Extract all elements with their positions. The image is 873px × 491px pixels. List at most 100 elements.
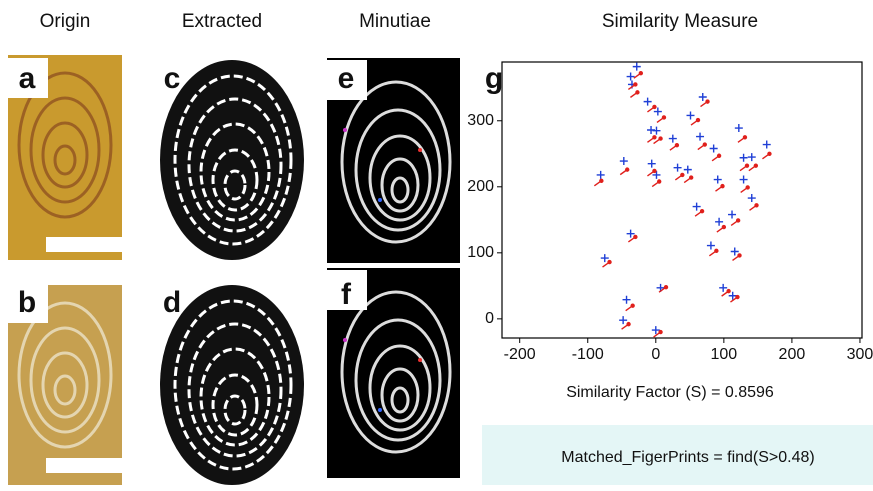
extracted-image-c xyxy=(160,60,304,260)
point-arrow xyxy=(748,163,759,172)
panel-label: d xyxy=(163,286,181,319)
point-cross xyxy=(600,254,609,263)
point-cross xyxy=(686,111,695,120)
header: Minutiae xyxy=(359,11,431,32)
point-cross xyxy=(653,107,662,116)
point-arrow xyxy=(694,209,705,217)
point-arrow xyxy=(697,142,707,151)
panel-label: g xyxy=(485,62,503,95)
plot-frame xyxy=(501,61,863,339)
point-cross xyxy=(747,194,756,203)
point-arrow xyxy=(700,99,710,108)
point-arrow xyxy=(656,115,667,124)
point-arrow xyxy=(647,135,657,143)
x-tick-label: 200 xyxy=(779,346,806,363)
point-cross xyxy=(692,202,701,211)
point-arrow xyxy=(711,153,722,162)
point-arrow xyxy=(739,163,750,172)
point-cross xyxy=(728,291,737,300)
point-arrow xyxy=(627,234,638,243)
point-arrow xyxy=(721,288,731,297)
point-cross xyxy=(739,153,748,162)
point-cross xyxy=(619,157,628,166)
point-cross xyxy=(651,326,660,335)
point-arrow xyxy=(737,135,748,143)
y-tick-label: 0 xyxy=(485,310,494,327)
point-arrow xyxy=(602,259,612,268)
point-cross xyxy=(622,295,631,304)
point-arrow xyxy=(683,175,694,184)
point-arrow xyxy=(730,218,741,227)
point-arrow xyxy=(658,285,669,293)
point-cross xyxy=(626,72,635,81)
point-arrow xyxy=(732,253,742,262)
point-arrow xyxy=(647,104,657,113)
point-cross xyxy=(719,283,728,292)
point-cross xyxy=(632,62,641,71)
point-cross xyxy=(728,210,737,219)
point-cross xyxy=(739,175,748,184)
point-arrow xyxy=(651,179,662,188)
point-cross xyxy=(730,247,739,256)
annotation: Similarity Factor (S) = 0.8596 xyxy=(566,384,774,401)
panel-label: f xyxy=(341,278,352,311)
code-text: Matched_FigerPrints = find(S>0.48) xyxy=(561,449,814,466)
x-tick-label: -100 xyxy=(572,346,604,363)
header: Origin xyxy=(40,11,91,32)
point-cross xyxy=(706,241,715,250)
code-box xyxy=(482,425,873,485)
point-arrow xyxy=(715,184,725,192)
point-cross xyxy=(626,229,635,238)
point-cross xyxy=(643,97,652,106)
point-cross xyxy=(762,140,771,149)
point-cross xyxy=(673,163,682,172)
panel-label: b xyxy=(18,286,36,319)
point-cross xyxy=(652,126,661,135)
y-tick-label: 300 xyxy=(467,112,494,129)
point-arrow xyxy=(653,136,663,145)
extracted-image-d xyxy=(160,285,304,485)
point-arrow xyxy=(647,168,657,177)
point-cross xyxy=(668,134,677,143)
point-arrow xyxy=(630,90,640,98)
x-tick-label: 0 xyxy=(651,346,660,363)
point-arrow xyxy=(625,303,635,312)
point-arrow xyxy=(690,117,701,126)
point-cross xyxy=(715,217,724,226)
panel-label: c xyxy=(164,62,181,95)
y-tick-label: 100 xyxy=(467,244,494,261)
point-arrow xyxy=(619,167,630,176)
point-cross xyxy=(709,144,718,153)
point-arrow xyxy=(633,71,644,79)
point-arrow xyxy=(749,203,759,211)
point-cross xyxy=(734,124,743,133)
point-arrow xyxy=(762,151,772,160)
point-arrow xyxy=(740,185,750,194)
point-cross xyxy=(619,316,628,325)
x-tick-label: 300 xyxy=(847,346,873,363)
point-cross xyxy=(683,165,692,174)
point-arrow xyxy=(708,248,719,257)
header: Similarity Measure xyxy=(602,11,758,32)
point-arrow xyxy=(669,143,680,151)
panel-label: e xyxy=(338,62,355,95)
y-tick-label: 200 xyxy=(467,178,494,195)
panel-label: a xyxy=(19,62,36,95)
x-tick-label: -200 xyxy=(504,346,536,363)
point-arrow xyxy=(653,329,663,338)
point-cross xyxy=(647,159,656,168)
point-arrow xyxy=(593,178,604,187)
point-cross xyxy=(652,170,661,179)
point-arrow xyxy=(716,224,727,233)
point-arrow xyxy=(627,82,638,91)
x-tick-label: 100 xyxy=(711,346,738,363)
point-arrow xyxy=(730,294,740,303)
header: Extracted xyxy=(182,11,262,32)
point-cross xyxy=(596,170,605,179)
point-cross xyxy=(747,153,756,162)
point-arrow xyxy=(674,172,685,181)
point-cross xyxy=(696,132,705,141)
point-cross xyxy=(713,175,722,184)
point-arrow xyxy=(621,322,631,330)
